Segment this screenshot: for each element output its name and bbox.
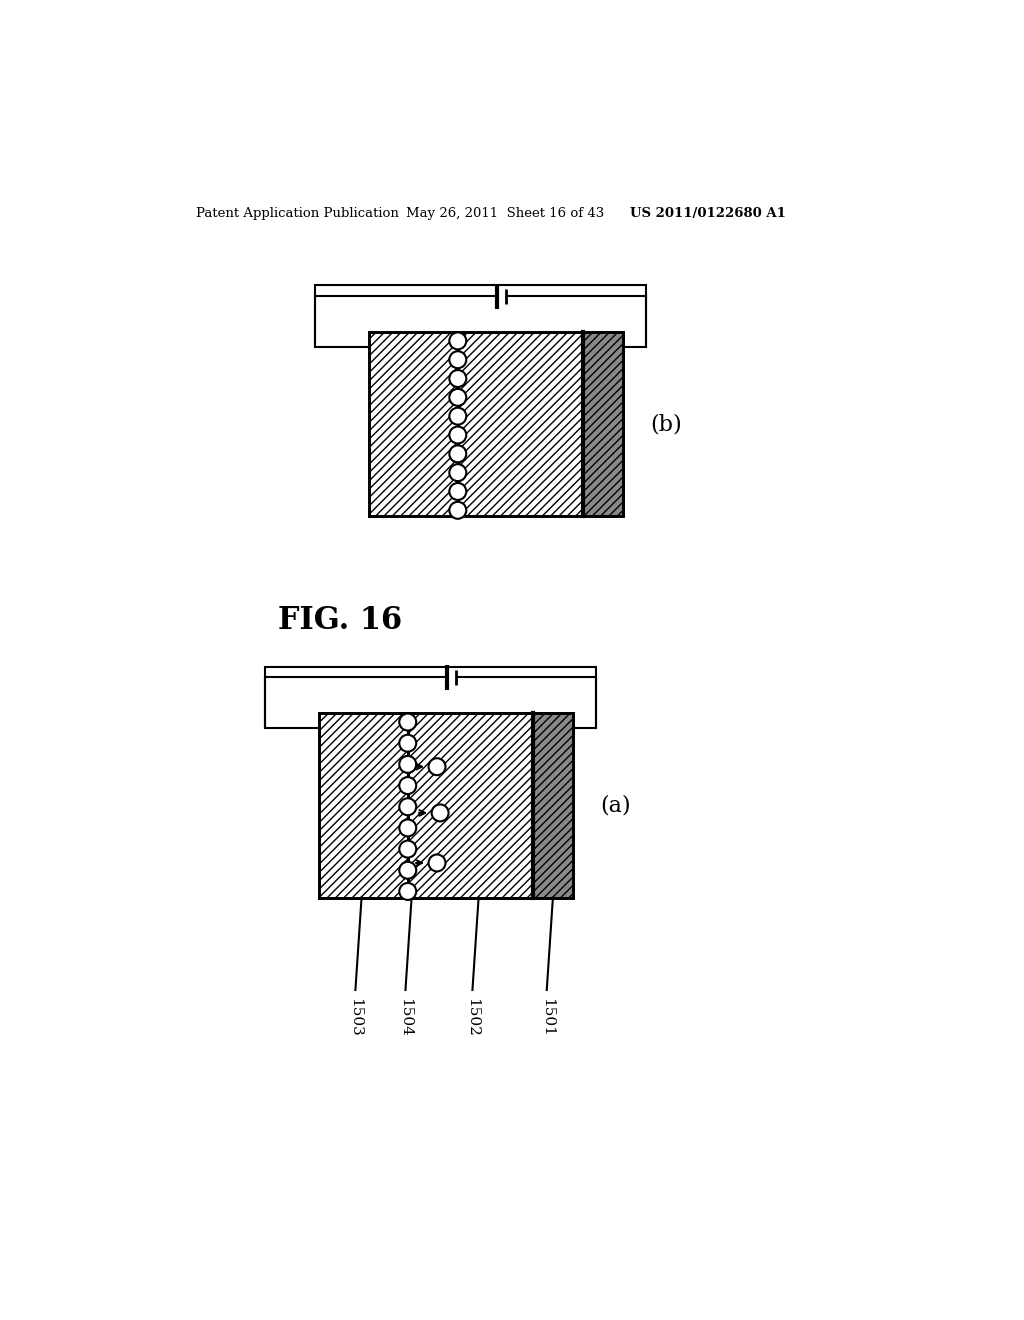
Bar [370, 331, 624, 516]
Circle shape [450, 483, 466, 500]
Bar [370, 331, 458, 516]
Circle shape [429, 758, 445, 775]
Bar [532, 713, 573, 898]
Circle shape [399, 735, 416, 751]
Bar [408, 713, 532, 898]
Text: (a): (a) [600, 795, 631, 816]
Text: May 26, 2011  Sheet 16 of 43: May 26, 2011 Sheet 16 of 43 [407, 207, 604, 220]
Circle shape [450, 502, 466, 519]
Text: 1503: 1503 [348, 998, 362, 1036]
Bar [265, 667, 596, 729]
Circle shape [432, 804, 449, 821]
Circle shape [450, 465, 466, 480]
Bar [315, 285, 646, 347]
Circle shape [399, 820, 416, 837]
Circle shape [450, 389, 466, 405]
Bar [319, 713, 573, 898]
Circle shape [399, 799, 416, 816]
Bar [458, 331, 583, 516]
Circle shape [450, 426, 466, 444]
Text: 1501: 1501 [540, 998, 554, 1036]
Circle shape [399, 862, 416, 879]
Circle shape [399, 841, 416, 858]
Text: US 2011/0122680 A1: US 2011/0122680 A1 [630, 207, 785, 220]
Circle shape [399, 756, 416, 774]
Circle shape [450, 370, 466, 387]
Circle shape [399, 714, 416, 730]
Circle shape [450, 351, 466, 368]
Text: 1504: 1504 [398, 998, 413, 1036]
Circle shape [399, 883, 416, 900]
Circle shape [399, 777, 416, 795]
Text: (b): (b) [650, 413, 682, 436]
Circle shape [450, 333, 466, 350]
Text: FIG. 16: FIG. 16 [279, 605, 402, 636]
Circle shape [450, 445, 466, 462]
Bar [319, 713, 408, 898]
Bar [583, 331, 624, 516]
Circle shape [429, 854, 445, 871]
Text: 1502: 1502 [466, 998, 479, 1036]
Text: Patent Application Publication: Patent Application Publication [196, 207, 399, 220]
Circle shape [450, 408, 466, 425]
